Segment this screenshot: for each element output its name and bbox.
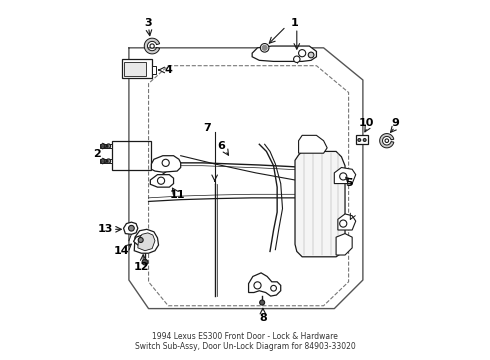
Polygon shape: [151, 156, 181, 172]
Text: 9: 9: [391, 118, 399, 128]
Polygon shape: [100, 144, 112, 148]
Circle shape: [100, 159, 105, 163]
Polygon shape: [150, 175, 173, 187]
Text: 3: 3: [145, 18, 152, 28]
Text: 13: 13: [98, 224, 113, 234]
Circle shape: [157, 177, 165, 184]
Circle shape: [254, 282, 261, 289]
Circle shape: [298, 50, 306, 57]
Bar: [356, 135, 368, 144]
Circle shape: [358, 139, 361, 141]
Polygon shape: [252, 46, 317, 62]
Circle shape: [294, 56, 300, 63]
Polygon shape: [338, 214, 356, 230]
Polygon shape: [298, 135, 327, 153]
Text: 8: 8: [259, 312, 267, 323]
Circle shape: [138, 238, 143, 243]
Text: 10: 10: [359, 118, 374, 128]
Text: 2: 2: [93, 149, 100, 159]
Polygon shape: [138, 233, 155, 251]
Circle shape: [340, 220, 347, 227]
Circle shape: [308, 52, 314, 58]
Polygon shape: [248, 273, 281, 296]
Text: 7: 7: [204, 123, 211, 133]
Polygon shape: [123, 222, 138, 234]
Text: 11: 11: [170, 190, 185, 200]
Polygon shape: [295, 152, 345, 257]
Text: 12: 12: [134, 262, 149, 272]
Circle shape: [385, 139, 389, 143]
Circle shape: [260, 300, 265, 305]
Circle shape: [106, 144, 111, 148]
Text: 14: 14: [114, 246, 129, 256]
Text: 1: 1: [291, 18, 299, 28]
Text: 6: 6: [217, 141, 224, 151]
Polygon shape: [380, 134, 394, 148]
Polygon shape: [334, 167, 356, 184]
Bar: [122, 59, 152, 78]
Circle shape: [106, 159, 111, 163]
Circle shape: [340, 173, 347, 180]
Polygon shape: [144, 38, 160, 54]
Polygon shape: [100, 159, 112, 163]
Circle shape: [128, 225, 134, 231]
Circle shape: [363, 139, 366, 141]
Circle shape: [100, 144, 105, 148]
Bar: [112, 141, 151, 170]
Circle shape: [150, 44, 154, 48]
Circle shape: [260, 44, 269, 52]
Text: 4: 4: [164, 65, 172, 75]
Polygon shape: [134, 229, 159, 253]
Polygon shape: [336, 234, 352, 255]
Bar: [124, 62, 146, 76]
Text: 1994 Lexus ES300 Front Door - Lock & Hardware
Switch Sub-Assy, Door Un-Lock Diag: 1994 Lexus ES300 Front Door - Lock & Har…: [135, 332, 355, 351]
Circle shape: [262, 45, 267, 50]
Circle shape: [162, 159, 169, 166]
Text: 5: 5: [345, 178, 352, 188]
Bar: [152, 66, 156, 73]
Circle shape: [142, 259, 148, 265]
Polygon shape: [134, 235, 148, 245]
Circle shape: [270, 285, 276, 291]
